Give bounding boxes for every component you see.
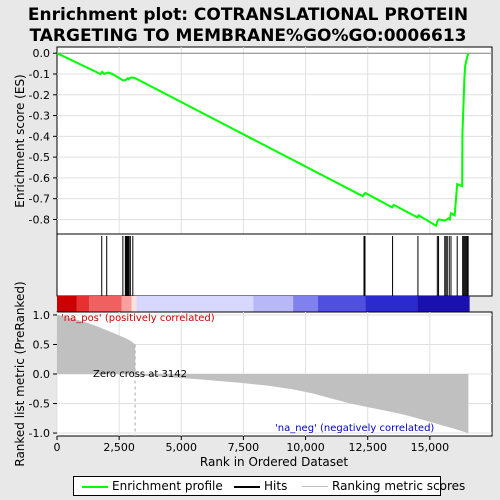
- es-y-tick-label: -0.1: [29, 68, 50, 81]
- ranking-y-tick-label: -1.0: [29, 427, 50, 440]
- legend-swatch-ranking: [302, 486, 328, 487]
- enrichment-profile-line: [56, 52, 470, 228]
- es-y-axis-label: Enrichment score (ES): [13, 74, 27, 207]
- color-bar-segment: [253, 296, 294, 312]
- zero-cross-label: Zero cross at 3142: [93, 369, 187, 380]
- x-tick-label: 5,000: [166, 441, 198, 454]
- color-bar-segment: [293, 296, 318, 312]
- color-bar-segment: [136, 296, 254, 312]
- color-bar-segment: [121, 296, 132, 312]
- enrichment-plot-area: [56, 46, 493, 235]
- color-bar-segment: [417, 296, 470, 312]
- rank-color-bar: [57, 296, 470, 312]
- ranking-y-tick-label: 1.0: [33, 309, 51, 322]
- es-y-tick-label: -0.2: [29, 89, 50, 102]
- color-bar-segment: [57, 296, 77, 312]
- es-y-tick-label: 0.0: [33, 47, 51, 60]
- x-tick-label: 15,000: [411, 441, 450, 454]
- legend-label-hits: Hits: [264, 479, 288, 493]
- color-bar-segment: [318, 296, 366, 312]
- x-tick-label: 10,000: [286, 441, 325, 454]
- legend-item-ranking: Ranking metric scores: [302, 479, 465, 493]
- color-bar-segment: [76, 296, 90, 312]
- legend-label-ranking: Ranking metric scores: [332, 479, 466, 493]
- ranking-y-axis-label: Ranked list metric (PreRanked): [13, 281, 27, 466]
- legend-item-enrichment: Enrichment profile: [82, 479, 223, 493]
- hits-panel: [56, 233, 493, 312]
- chart-title-line-2: TARGETING TO MEMBRANE%GO%GO:0006613: [29, 26, 466, 46]
- color-bar-segment: [89, 296, 122, 312]
- ranking-panel: 1.0 0.5 0.0 -0.5 -1.0 0 2,500 5,000 7,500 10,000…: [13, 281, 493, 469]
- chart-title-line-1: Enrichment plot: COTRANSLATIONAL PROTEIN: [28, 5, 468, 25]
- es-y-tick-label: -0.7: [29, 193, 50, 206]
- ranking-y-tick-label: -0.5: [29, 398, 50, 411]
- legend: Enrichment profile Hits Ranking metric s…: [73, 476, 465, 496]
- x-tick-label: 0: [54, 441, 61, 454]
- color-bar-segment: [131, 296, 137, 312]
- es-y-tick-label: -0.3: [29, 110, 50, 123]
- color-bar-segment: [365, 296, 418, 312]
- legend-item-hits: Hits: [234, 479, 287, 493]
- neg-correlated-label: 'na_neg' (negatively correlated): [275, 423, 434, 434]
- es-y-tick-label: -0.4: [29, 130, 50, 143]
- legend-label-enrichment: Enrichment profile: [112, 479, 223, 493]
- enrichment-panel: 0.0 -0.1 -0.2 -0.3 -0.4 -0.5 -0.6 -0.7 -0.8 Enri…: [13, 46, 493, 235]
- legend-swatch-hits: [234, 485, 260, 488]
- es-y-tick-label: -0.5: [29, 151, 50, 164]
- x-tick-label: 2,500: [103, 441, 135, 454]
- es-y-tick-label: -0.8: [29, 213, 50, 226]
- hits-plot-area: [56, 233, 493, 297]
- ranking-y-tick-label: 0.5: [33, 338, 51, 351]
- x-axis-label: Rank in Ordered Dataset: [200, 455, 348, 469]
- ranking-y-tick-label: 0.0: [33, 368, 51, 381]
- x-tick-label: 7,500: [228, 441, 260, 454]
- ranking-metric-area: [57, 315, 469, 433]
- pos-correlated-label: 'na_pos' (positively correlated): [61, 313, 215, 324]
- x-tick-label: 12,500: [348, 441, 387, 454]
- es-y-tick-label: -0.6: [29, 172, 50, 185]
- legend-swatch-enrichment: [82, 485, 108, 488]
